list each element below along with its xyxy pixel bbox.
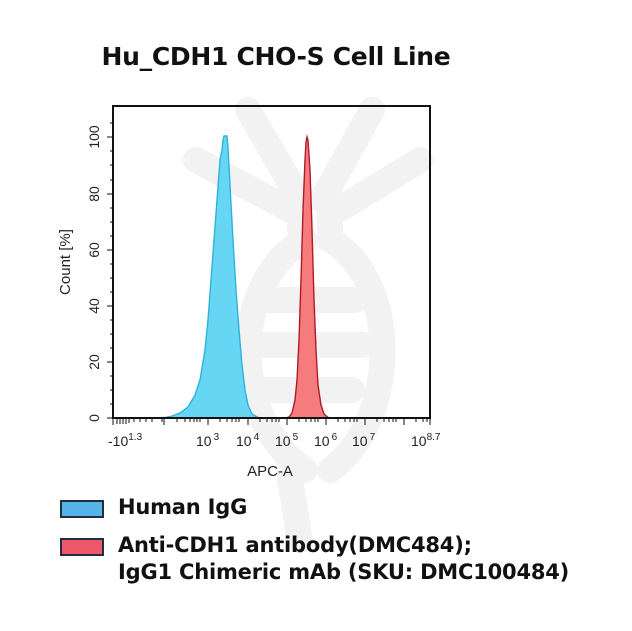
svg-text:107: 10 7 [352,432,376,449]
x-tick-labels: -101.3 10 3 10 4 10 5 10 6 10 7 108.7 [108,432,441,449]
svg-text:108.7: 108.7 [411,432,441,449]
svg-text:40: 40 [86,298,102,314]
svg-text:20: 20 [86,354,102,370]
legend-swatch-red [60,538,104,556]
legend-label: Human IgG [118,495,248,519]
svg-text:80: 80 [86,186,102,202]
chart-title-text: Hu_CDH1 CHO-S Cell Line [101,42,451,71]
svg-text:105: 10 5 [275,432,299,449]
series-human-igg-area [149,135,266,419]
series-anti-cdh1-area [284,134,333,419]
watermark-logo [183,97,433,553]
svg-text:60: 60 [86,242,102,258]
svg-text:103: 10 3 [196,432,220,449]
y-tick-labels: 0 20 40 60 80 100 [86,125,102,422]
legend-label: Anti-CDH1 antibody(DMC484); [118,533,472,557]
x-axis-label: APC-A [247,463,293,480]
y-axis-label: Count [%] [57,229,74,295]
legend-swatch-blue [60,500,104,518]
svg-text:100: 100 [86,125,102,149]
svg-text:106: 10 6 [314,432,338,449]
svg-text:0: 0 [86,414,102,422]
svg-text:-101.3: -101.3 [108,432,143,449]
x-axis [112,418,431,425]
legend-label-line2: IgG1 Chimeric mAb (SKU: DMC100484) [118,560,570,584]
chart-title: Hu_CDH1 CHO-S Cell Line [0,42,632,71]
svg-text:104: 10 4 [236,432,260,449]
y-axis [107,122,113,419]
